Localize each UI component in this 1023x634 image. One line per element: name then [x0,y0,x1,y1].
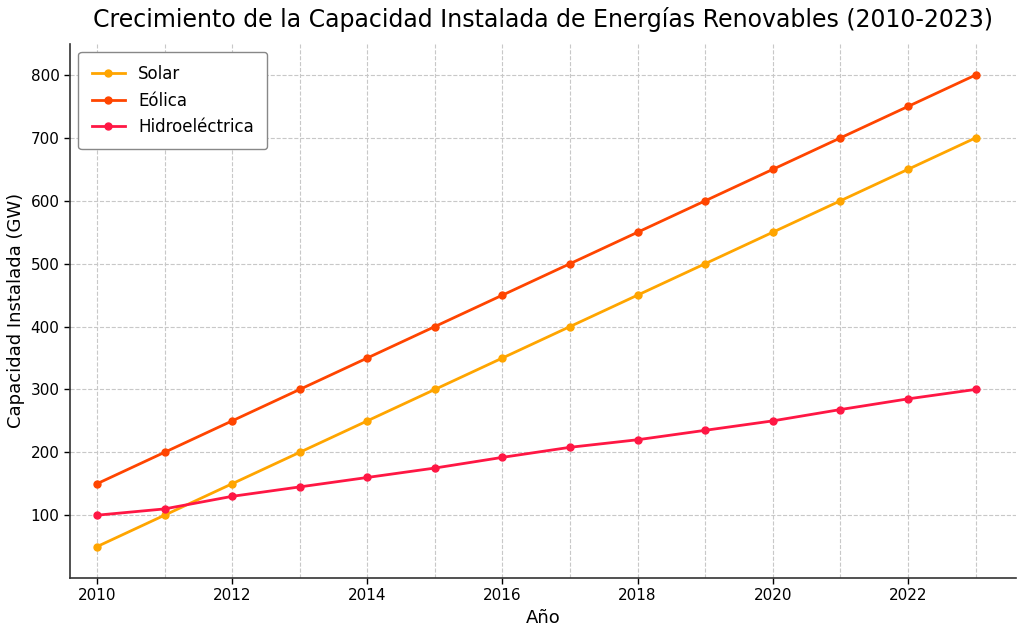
Solar [361,417,373,425]
Title: Crecimiento de la Capacidad Instalada de Energías Renovables (2010-2023): Crecimiento de la Capacidad Instalada de… [93,7,993,32]
Hidroeléctrica [564,444,576,451]
Eólica [834,134,846,142]
Hidroeléctrica [361,474,373,481]
Eólica [902,103,915,110]
Eólica [361,354,373,362]
Eólica [564,260,576,268]
Hidroeléctrica [766,417,779,425]
Hidroeléctrica [834,406,846,413]
Line: Hidroeléctrica: Hidroeléctrica [93,386,979,519]
X-axis label: Año: Año [526,609,561,627]
Solar [970,134,982,142]
Hidroeléctrica [902,395,915,403]
Hidroeléctrica [970,385,982,393]
Solar [294,448,306,456]
Hidroeléctrica [91,512,103,519]
Solar [159,512,171,519]
Solar [699,260,711,268]
Solar [429,385,441,393]
Solar [766,228,779,236]
Eólica [496,292,508,299]
Eólica [429,323,441,330]
Solar [91,543,103,550]
Solar [902,165,915,173]
Y-axis label: Capacidad Instalada (GW): Capacidad Instalada (GW) [7,193,25,429]
Solar [631,292,643,299]
Line: Eólica: Eólica [93,72,979,488]
Hidroeléctrica [429,464,441,472]
Solar [496,354,508,362]
Eólica [699,197,711,205]
Eólica [159,448,171,456]
Line: Solar: Solar [93,134,979,550]
Eólica [970,71,982,79]
Hidroeléctrica [226,493,238,500]
Hidroeléctrica [699,427,711,434]
Hidroeléctrica [294,483,306,491]
Eólica [91,480,103,488]
Legend: Solar, Eólica, Hidroeléctrica: Solar, Eólica, Hidroeléctrica [78,52,267,149]
Eólica [766,165,779,173]
Hidroeléctrica [159,505,171,513]
Solar [834,197,846,205]
Hidroeléctrica [631,436,643,444]
Solar [226,480,238,488]
Eólica [226,417,238,425]
Hidroeléctrica [496,453,508,461]
Eólica [294,385,306,393]
Solar [564,323,576,330]
Eólica [631,228,643,236]
